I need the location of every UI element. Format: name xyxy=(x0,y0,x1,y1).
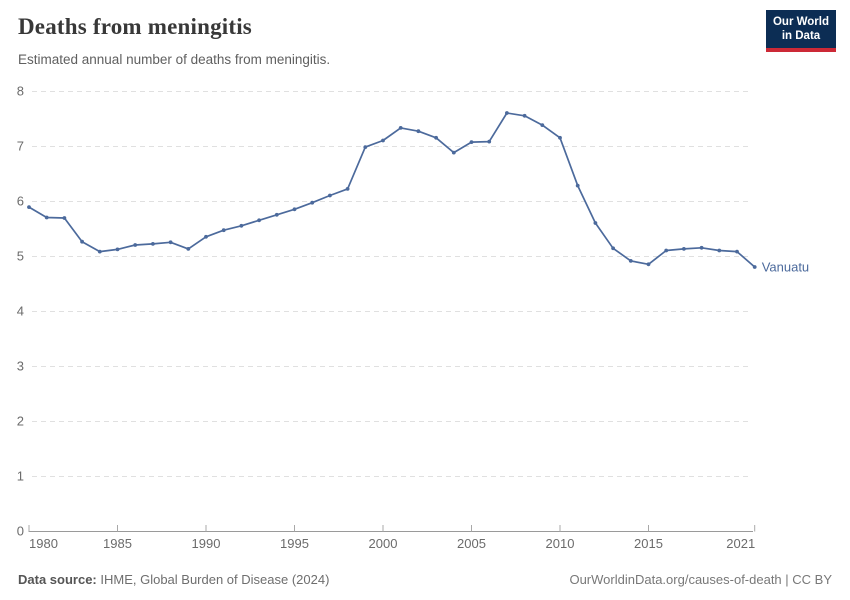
data-point-1981[interactable] xyxy=(44,215,49,220)
series-line-vanuatu[interactable] xyxy=(28,112,756,268)
owid-logo[interactable]: Our World in Data xyxy=(766,10,836,52)
data-point-1997[interactable] xyxy=(328,193,332,198)
data-point-2006[interactable] xyxy=(487,139,492,144)
data-source-text: IHME, Global Burden of Disease (2024) xyxy=(96,572,330,587)
data-point-2013[interactable] xyxy=(611,246,615,251)
x-axis-tick-label: 2021 xyxy=(726,536,755,551)
data-point-1982[interactable] xyxy=(62,216,67,220)
owid-logo-line1: Our World xyxy=(772,16,829,28)
data-point-1987[interactable] xyxy=(151,242,155,246)
x-axis-tick-label: 2015 xyxy=(634,536,663,551)
data-point-2001[interactable] xyxy=(398,126,403,130)
chart-subtitle: Estimated annual number of deaths from m… xyxy=(18,52,331,67)
y-axis-tick-label: 1 xyxy=(17,469,24,484)
data-point-2015[interactable] xyxy=(646,262,651,267)
data-point-1993[interactable] xyxy=(257,218,261,223)
data-point-2014[interactable] xyxy=(628,259,633,263)
x-axis-tick-label: 1985 xyxy=(103,536,132,551)
data-source-note: Data source: IHME, Global Burden of Dise… xyxy=(18,572,329,587)
x-axis-tick-label: 1990 xyxy=(192,536,221,551)
data-point-2021[interactable] xyxy=(752,265,757,269)
y-axis-tick-label: 3 xyxy=(17,359,24,374)
data-point-2017[interactable] xyxy=(682,247,686,251)
x-axis-tick-label: 2000 xyxy=(369,536,398,551)
data-point-1992[interactable] xyxy=(239,223,244,228)
y-axis-tick-label: 4 xyxy=(17,304,24,319)
data-point-2003[interactable] xyxy=(434,135,438,140)
data-point-2010[interactable] xyxy=(558,135,562,140)
x-axis-tick-label: 2005 xyxy=(457,536,486,551)
data-point-2002[interactable] xyxy=(416,129,421,134)
data-point-1980[interactable] xyxy=(27,205,31,210)
data-point-2016[interactable] xyxy=(664,248,669,253)
data-point-1984[interactable] xyxy=(97,249,102,254)
owid-url-license-link[interactable]: OurWorldinData.org/causes-of-death | CC … xyxy=(569,572,832,587)
series-label-vanuatu[interactable]: Vanuatu xyxy=(762,260,809,275)
data-point-1988[interactable] xyxy=(168,240,173,245)
page-title: Deaths from meningitis xyxy=(18,14,252,39)
data-point-2019[interactable] xyxy=(717,248,722,253)
data-point-2012[interactable] xyxy=(593,221,598,225)
data-point-1989[interactable] xyxy=(186,247,191,251)
data-point-1990[interactable] xyxy=(204,234,208,239)
y-axis-tick-label: 6 xyxy=(17,194,24,209)
data-point-1994[interactable] xyxy=(274,212,279,217)
data-point-1998[interactable] xyxy=(345,187,350,191)
data-source-label: Data source: xyxy=(18,572,97,587)
x-axis-tick-label: 2010 xyxy=(546,536,575,551)
y-axis-tick-label: 0 xyxy=(17,524,24,539)
y-axis-tick-label: 7 xyxy=(17,139,24,154)
x-axis-tick-label: 1980 xyxy=(29,536,58,551)
data-point-2009[interactable] xyxy=(540,123,545,127)
chart-footer: Data source: IHME, Global Burden of Dise… xyxy=(18,572,832,587)
data-point-1999[interactable] xyxy=(363,145,368,150)
data-point-2020[interactable] xyxy=(735,249,739,254)
y-axis-tick-label: 8 xyxy=(17,84,24,99)
data-point-1996[interactable] xyxy=(310,200,315,205)
data-point-2000[interactable] xyxy=(381,138,385,143)
y-axis-tick-label: 2 xyxy=(17,414,24,429)
data-point-1986[interactable] xyxy=(133,243,138,247)
data-point-2008[interactable] xyxy=(522,113,527,118)
data-point-1985[interactable] xyxy=(115,247,120,252)
data-point-2004[interactable] xyxy=(451,150,456,155)
data-point-1991[interactable] xyxy=(221,228,226,233)
x-axis-tick-label: 1995 xyxy=(280,536,309,551)
data-point-1983[interactable] xyxy=(80,239,84,244)
data-point-2007[interactable] xyxy=(505,111,509,115)
data-point-1995[interactable] xyxy=(292,207,297,212)
data-point-2011[interactable] xyxy=(575,183,580,188)
owid-logo-line2: in Data xyxy=(781,30,821,43)
y-axis-tick-label: 5 xyxy=(17,249,24,264)
data-point-2005[interactable] xyxy=(469,140,474,145)
data-point-2018[interactable] xyxy=(699,245,704,250)
